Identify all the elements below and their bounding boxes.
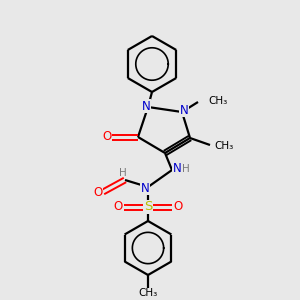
Text: CH₃: CH₃: [214, 141, 233, 151]
Text: N: N: [141, 182, 149, 194]
Text: N: N: [172, 163, 182, 176]
Text: S: S: [144, 200, 152, 214]
Text: H: H: [119, 168, 127, 178]
Text: N: N: [142, 100, 150, 112]
Text: O: O: [113, 200, 123, 214]
Text: O: O: [173, 200, 183, 214]
Text: O: O: [102, 130, 112, 143]
Text: CH₃: CH₃: [208, 96, 227, 106]
Text: CH₃: CH₃: [138, 288, 158, 298]
Text: N: N: [180, 103, 188, 116]
Text: O: O: [93, 185, 103, 199]
Text: H: H: [182, 164, 190, 174]
